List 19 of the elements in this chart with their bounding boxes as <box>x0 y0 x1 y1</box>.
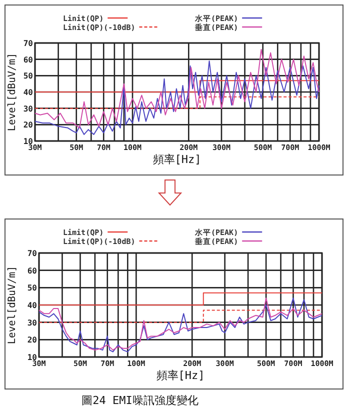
y-tick-label: 40 <box>27 301 38 310</box>
y-tick-label: 70 <box>23 39 34 48</box>
x-axis-title: 頻率[Hz] <box>152 153 202 166</box>
y-tick-label: 50 <box>27 284 38 293</box>
y-tick-label: 20 <box>23 120 34 130</box>
y-axis-title: Level[dBuV/m] <box>7 52 18 132</box>
y-tick-label: 30 <box>27 318 38 328</box>
y-tick-label: 10 <box>23 137 34 146</box>
y-tick-label: 50 <box>23 72 34 81</box>
y-tick-label: 60 <box>23 55 34 64</box>
x-axis-title: 頻率[Hz] <box>156 369 205 382</box>
caption: 圖24 EMI噪訊強度變化 <box>82 394 198 407</box>
y-tick-label: 40 <box>23 88 34 97</box>
y-tick-label: 20 <box>27 336 38 345</box>
y-tick-label: 70 <box>27 249 38 258</box>
y-tick-label: 10 <box>27 353 38 362</box>
y-axis-title: Level[dBuV/m] <box>7 266 18 344</box>
y-tick-label: 30 <box>23 104 34 114</box>
y-tick-label: 60 <box>27 266 38 276</box>
